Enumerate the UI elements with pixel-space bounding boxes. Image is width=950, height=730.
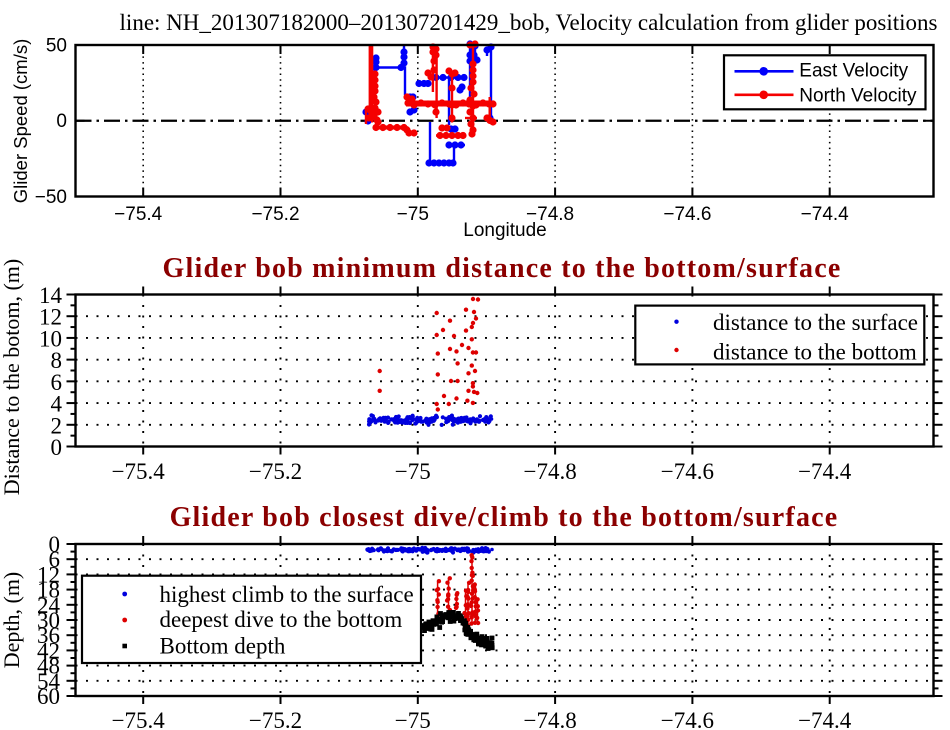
- svg-text:12: 12: [39, 305, 62, 330]
- svg-text:−74.8: −74.8: [526, 204, 574, 225]
- svg-text:50: 50: [46, 36, 67, 57]
- svg-text:Bottom depth: Bottom depth: [160, 634, 286, 659]
- svg-text:36: 36: [37, 623, 60, 648]
- svg-text:−75.4: −75.4: [114, 204, 163, 225]
- svg-text:line: NH_201307182000–20130720: line: NH_201307182000–201307201429_bob, …: [120, 10, 938, 35]
- svg-text:0: 0: [51, 435, 63, 460]
- svg-text:24: 24: [37, 593, 61, 618]
- svg-text:−50: −50: [35, 187, 67, 208]
- svg-text:14: 14: [39, 283, 63, 308]
- svg-text:−75.2: −75.2: [249, 459, 302, 484]
- svg-text:−74.4: −74.4: [798, 708, 852, 730]
- svg-text:12: 12: [37, 562, 60, 587]
- svg-text:Glider Speed (cm/s): Glider Speed (cm/s): [10, 39, 31, 204]
- svg-text:2: 2: [51, 413, 63, 438]
- svg-text:−75.4: −75.4: [112, 708, 166, 730]
- svg-text:8: 8: [51, 348, 63, 373]
- svg-text:Glider bob minimum distance to: Glider bob minimum distance to the botto…: [163, 253, 842, 284]
- svg-text:distance to the surface: distance to the surface: [713, 310, 918, 335]
- svg-text:Longitude: Longitude: [463, 220, 546, 241]
- svg-text:−74.6: −74.6: [663, 204, 711, 225]
- svg-text:60: 60: [37, 684, 60, 709]
- svg-text:10: 10: [39, 326, 62, 351]
- svg-text:−74.4: −74.4: [801, 204, 850, 225]
- svg-text:Distance to the botom, (m): Distance to the botom, (m): [0, 259, 24, 495]
- svg-text:54: 54: [37, 669, 61, 694]
- svg-text:0: 0: [49, 532, 61, 557]
- svg-text:42: 42: [37, 638, 60, 663]
- svg-text:−75.4: −75.4: [112, 459, 166, 484]
- svg-text:Glider bob closest dive/climb: Glider bob closest dive/climb to the bot…: [170, 502, 839, 533]
- svg-text:6: 6: [49, 547, 61, 572]
- svg-text:30: 30: [37, 608, 60, 633]
- svg-text:distance to the bottom: distance to the bottom: [713, 340, 917, 365]
- svg-text:0: 0: [56, 111, 67, 132]
- svg-text:48: 48: [37, 654, 60, 679]
- svg-text:North Velocity: North Velocity: [799, 86, 917, 107]
- svg-text:East Velocity: East Velocity: [799, 61, 908, 82]
- svg-text:18: 18: [37, 578, 60, 603]
- svg-text:−74.6: −74.6: [661, 459, 714, 484]
- svg-text:−75.2: −75.2: [251, 204, 299, 225]
- svg-text:−74.4: −74.4: [798, 459, 852, 484]
- svg-text:−74.8: −74.8: [523, 708, 576, 730]
- svg-text:deepest dive to the bottom: deepest dive to the bottom: [160, 607, 403, 632]
- svg-text:−75.2: −75.2: [249, 708, 302, 730]
- svg-text:6: 6: [51, 370, 63, 395]
- svg-text:−74.8: −74.8: [523, 459, 576, 484]
- svg-text:4: 4: [51, 392, 63, 417]
- svg-text:−74.6: −74.6: [661, 708, 714, 730]
- svg-text:−75: −75: [395, 708, 431, 730]
- svg-text:−75: −75: [395, 459, 431, 484]
- svg-text:−75: −75: [397, 204, 429, 225]
- svg-text:highest climb to the surface: highest climb to the surface: [160, 582, 414, 607]
- svg-text:Depth, (m): Depth, (m): [0, 572, 24, 669]
